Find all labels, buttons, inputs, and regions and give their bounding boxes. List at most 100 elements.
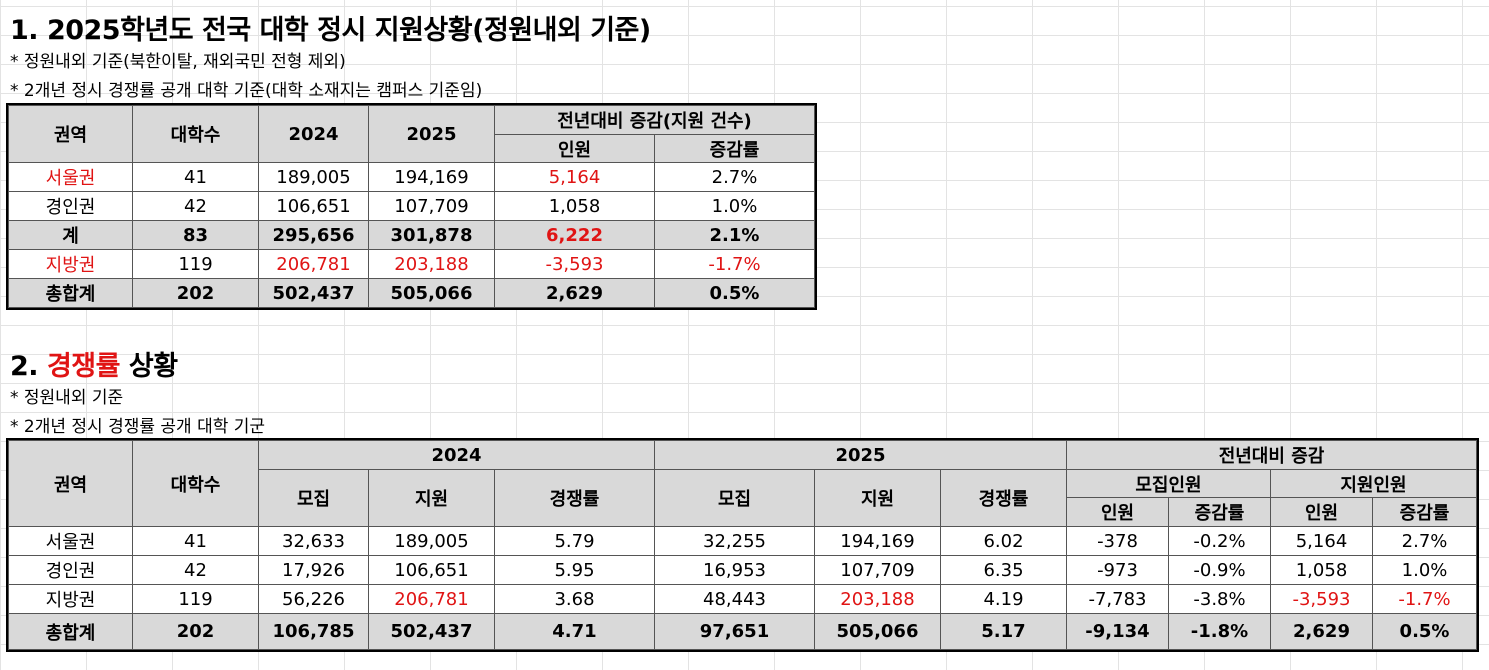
recruit-change-rate-cell: -0.2% [1168,526,1271,556]
table-row: 서울권 41 32,633 189,005 5.79 32,255 194,16… [8,526,1478,556]
apply-change-count-cell: -3,593 [1270,584,1373,614]
univ-count-cell: 41 [132,526,259,556]
ratio-2025-cell: 4.19 [940,584,1067,614]
recruit-change-count-cell: -973 [1066,555,1169,585]
apply-change-rate-cell: 0.5% [1371,613,1478,650]
recruit-2024-cell: 56,226 [258,584,369,614]
ratio-2024-cell: 4.71 [494,613,655,650]
value-2024-cell: 189,005 [258,162,369,192]
header-2025: 2025 [654,440,1067,470]
recruit-2025-cell: 48,443 [654,584,815,614]
region-cell: 서울권 [8,162,133,192]
header-recruit-count: 인원 [1066,497,1169,527]
region-cell: 총합계 [8,278,133,308]
header-recruit-2025: 모집 [654,469,815,527]
header-recruit-rate: 증감률 [1168,497,1271,527]
header-ratio-2024: 경쟁률 [494,469,655,527]
value-2025-cell: 203,188 [368,249,495,279]
univ-count-cell: 202 [132,278,259,308]
apply-2025-cell: 107,709 [814,555,941,585]
change-count-cell: 2,629 [494,278,655,308]
value-2024-cell: 295,656 [258,220,369,250]
apply-2024-cell: 189,005 [368,526,495,556]
header-yoy-change: 전년대비 증감(지원 건수) [494,105,815,135]
header-ratio-2025: 경쟁률 [940,469,1067,527]
apply-change-count-cell: 5,164 [1270,526,1373,556]
value-2024-cell: 502,437 [258,278,369,308]
change-count-cell: -3,593 [494,249,655,279]
region-cell: 경인권 [8,555,133,585]
change-count-cell: 6,222 [494,220,655,250]
section2-title: 2. 경쟁률 상황 [10,344,178,383]
header-apply-rate: 증감률 [1371,497,1478,527]
univ-count-cell: 119 [132,584,259,614]
header-apply-2024: 지원 [368,469,495,527]
ratio-2025-cell: 6.35 [940,555,1067,585]
header-yoy-change: 전년대비 증감 [1065,440,1478,470]
header-apply-group: 지원인원 [1269,469,1478,498]
region-cell: 경인권 [8,191,133,221]
value-2025-cell: 194,169 [368,162,495,192]
header-2024: 2024 [258,440,655,470]
recruit-change-rate-cell: -1.8% [1168,613,1271,650]
table-row: 지방권 119 206,781 203,188 -3,593 -1.7% [8,249,815,279]
header-region: 권역 [8,440,133,527]
ratio-2024-cell: 5.79 [494,526,655,556]
header-2024: 2024 [258,105,369,163]
apply-2024-cell: 106,651 [368,555,495,585]
apply-2024-cell: 206,781 [368,584,495,614]
recruit-2025-cell: 97,651 [654,613,815,650]
header-univ-count: 대학수 [132,105,259,163]
value-2025-cell: 107,709 [368,191,495,221]
table-row: 서울권 41 189,005 194,169 5,164 2.7% [8,162,815,192]
univ-count-cell: 42 [132,555,259,585]
recruit-change-count-cell: -7,783 [1066,584,1169,614]
change-rate-cell: 2.1% [654,220,815,250]
univ-count-cell: 41 [132,162,259,192]
recruit-change-rate-cell: -3.8% [1168,584,1271,614]
header-apply-2025: 지원 [814,469,941,527]
region-cell: 지방권 [8,249,133,279]
change-count-cell: 1,058 [494,191,655,221]
apply-change-count-cell: 2,629 [1270,613,1373,650]
apply-change-rate-cell: -1.7% [1371,584,1478,614]
apply-2024-cell: 502,437 [368,613,495,650]
section2-title-highlight: 경쟁률 [46,351,121,382]
header-recruit-2024: 모집 [258,469,369,527]
recruit-2025-cell: 32,255 [654,526,815,556]
header-univ-count: 대학수 [132,440,259,527]
recruit-change-count-cell: -9,134 [1066,613,1169,650]
value-2024-cell: 206,781 [258,249,369,279]
region-cell: 계 [8,220,133,250]
section2-title-prefix: 2. [10,351,47,382]
value-2024-cell: 106,651 [258,191,369,221]
ratio-2024-cell: 3.68 [494,584,655,614]
ratio-2024-cell: 5.95 [494,555,655,585]
header-2025: 2025 [368,105,495,163]
ratio-2025-cell: 5.17 [940,613,1067,650]
region-cell: 지방권 [8,584,133,614]
univ-count-cell: 202 [132,613,259,650]
header-apply-count: 인원 [1270,497,1373,527]
value-2025-cell: 301,878 [368,220,495,250]
recruit-2024-cell: 106,785 [258,613,369,650]
change-rate-cell: 0.5% [654,278,815,308]
table-row-total: 총합계 202 106,785 502,437 4.71 97,651 505,… [8,613,1478,650]
region-cell: 총합계 [8,613,133,650]
recruit-change-rate-cell: -0.9% [1168,555,1271,585]
change-rate-cell: 2.7% [654,162,815,192]
recruit-change-count-cell: -378 [1066,526,1169,556]
ratio-2025-cell: 6.02 [940,526,1067,556]
table-row-total: 총합계 202 502,437 505,066 2,629 0.5% [8,278,815,308]
recruit-2024-cell: 32,633 [258,526,369,556]
apply-change-count-cell: 1,058 [1270,555,1373,585]
section1-note-1: * 정원내외 기준(북한이탈, 재외국민 전형 제외) [10,52,346,72]
support-status-table: 권역 대학수 2024 2025 전년대비 증감(지원 건수) 인원 증감률 서… [6,103,817,310]
apply-2025-cell: 203,188 [814,584,941,614]
apply-change-rate-cell: 2.7% [1371,526,1478,556]
region-cell: 서울권 [8,526,133,556]
section2-note-2: * 2개년 정시 경쟁률 공개 대학 기군 [10,417,266,437]
header-region: 권역 [8,105,133,163]
table-row: 경인권 42 17,926 106,651 5.95 16,953 107,70… [8,555,1478,585]
section1-note-2: * 2개년 정시 경쟁률 공개 대학 기준(대학 소재지는 캠퍼스 기준임) [10,81,483,101]
